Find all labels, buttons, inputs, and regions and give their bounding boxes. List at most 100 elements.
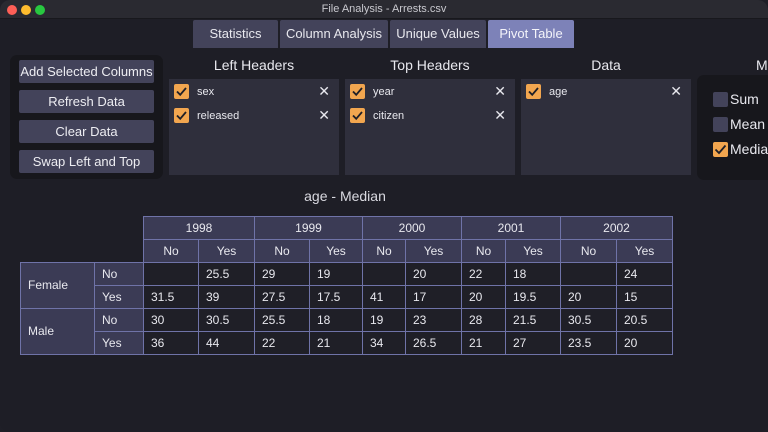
- option-label: Sum: [730, 91, 759, 107]
- pivot-cell: 18: [505, 262, 561, 286]
- minimize-window-button[interactable]: [21, 5, 31, 15]
- pivot-cell: 23.5: [560, 331, 617, 355]
- checkbox[interactable]: [713, 92, 728, 107]
- window-title: File Analysis - Arrests.csv: [321, 3, 447, 15]
- citizen-header: No: [143, 239, 199, 263]
- option-label: Media: [730, 141, 768, 157]
- remove-icon[interactable]: ✕: [494, 83, 506, 99]
- pivot-cell: 30: [143, 308, 199, 332]
- year-header: 2002: [560, 216, 673, 240]
- pivot-cell: 17.5: [309, 285, 363, 309]
- swap-left-top-button[interactable]: Swap Left and Top: [19, 150, 154, 173]
- top-headers-list: year ✕ citizen ✕: [345, 79, 515, 175]
- remove-icon[interactable]: ✕: [318, 83, 330, 99]
- pivot-cell: 17: [405, 285, 462, 309]
- pivot-cell: 22: [254, 331, 310, 355]
- pivot-cell: 22: [461, 262, 506, 286]
- citizen-header: No: [560, 239, 617, 263]
- pivot-cell: 20: [461, 285, 506, 309]
- pivot-cell: 20: [405, 262, 462, 286]
- left-header-item: released ✕: [174, 107, 334, 125]
- checkbox[interactable]: [526, 84, 541, 99]
- released-row-header: No: [94, 308, 144, 332]
- citizen-header: No: [254, 239, 310, 263]
- checkbox[interactable]: [174, 108, 189, 123]
- item-label: released: [197, 110, 240, 122]
- pivot-cell: 25.5: [254, 308, 310, 332]
- pivot-cell: 18: [309, 308, 363, 332]
- pivot-cell: 34: [362, 331, 406, 355]
- sex-row-header: Male: [20, 308, 95, 355]
- pivot-cell: 25.5: [198, 262, 255, 286]
- checkbox[interactable]: [350, 84, 365, 99]
- checkbox[interactable]: [713, 142, 728, 157]
- aggregation-option-median[interactable]: Media: [713, 141, 768, 159]
- remove-icon[interactable]: ✕: [670, 83, 682, 99]
- pivot-cell: 39: [198, 285, 255, 309]
- citizen-header: Yes: [309, 239, 363, 263]
- close-window-button[interactable]: [7, 5, 17, 15]
- left-header-item: sex ✕: [174, 83, 334, 101]
- released-row-header: Yes: [94, 331, 144, 355]
- year-header: 1999: [254, 216, 363, 240]
- aggregation-option-mean[interactable]: Mean: [713, 116, 768, 134]
- data-list: age ✕: [521, 79, 691, 175]
- tab-column-analysis[interactable]: Column Analysis: [280, 20, 388, 48]
- pivot-cell: 19: [309, 262, 363, 286]
- citizen-header: No: [461, 239, 506, 263]
- citizen-header: No: [362, 239, 406, 263]
- pivot-cell: [143, 262, 199, 286]
- pivot-cell: 15: [616, 285, 673, 309]
- top-header-item: citizen ✕: [350, 107, 510, 125]
- year-header: 2000: [362, 216, 462, 240]
- actions-panel: Add Selected Columns Refresh Data Clear …: [10, 55, 163, 179]
- released-row-header: No: [94, 262, 144, 286]
- citizen-header: Yes: [405, 239, 462, 263]
- tab-bar: Statistics Column Analysis Unique Values…: [193, 20, 576, 48]
- option-label: Mean: [730, 116, 766, 132]
- pivot-cell: 27.5: [254, 285, 310, 309]
- pivot-cell: 21.5: [505, 308, 561, 332]
- year-header: 2001: [461, 216, 561, 240]
- pivot-cell: 44: [198, 331, 255, 355]
- aggregation-option-sum[interactable]: Sum: [713, 91, 768, 109]
- pivot-cell: 20: [616, 331, 673, 355]
- pivot-cell: 19: [362, 308, 406, 332]
- pivot-cell: 41: [362, 285, 406, 309]
- pivot-cell: 31.5: [143, 285, 199, 309]
- pivot-cell: 21: [461, 331, 506, 355]
- citizen-header: Yes: [616, 239, 673, 263]
- aggregation-panel: Sum Mean Media: [697, 75, 768, 180]
- remove-icon[interactable]: ✕: [494, 107, 506, 123]
- pivot-cell: 27: [505, 331, 561, 355]
- tab-pivot-table[interactable]: Pivot Table: [488, 20, 574, 48]
- released-row-header: Yes: [94, 285, 144, 309]
- title-bar: File Analysis - Arrests.csv: [0, 0, 768, 19]
- tab-unique-values[interactable]: Unique Values: [390, 20, 486, 48]
- top-headers-title: Top Headers: [390, 57, 470, 73]
- pivot-cell: 29: [254, 262, 310, 286]
- clear-data-button[interactable]: Clear Data: [19, 120, 154, 143]
- tab-statistics[interactable]: Statistics: [193, 20, 278, 48]
- data-item: age ✕: [526, 83, 686, 101]
- checkbox[interactable]: [713, 117, 728, 132]
- pivot-cell: 30.5: [560, 308, 617, 332]
- checkbox[interactable]: [174, 84, 189, 99]
- top-header-item: year ✕: [350, 83, 510, 101]
- add-selected-columns-button[interactable]: Add Selected Columns: [19, 60, 154, 83]
- pivot-title: age - Median: [304, 188, 386, 204]
- pivot-cell: 20: [560, 285, 617, 309]
- citizen-header: Yes: [505, 239, 561, 263]
- year-header: 1998: [143, 216, 255, 240]
- pivot-cell: [362, 262, 406, 286]
- refresh-data-button[interactable]: Refresh Data: [19, 90, 154, 113]
- remove-icon[interactable]: ✕: [318, 107, 330, 123]
- pivot-cell: 20.5: [616, 308, 673, 332]
- pivot-cell: 30.5: [198, 308, 255, 332]
- left-headers-title: Left Headers: [213, 57, 295, 73]
- maximize-window-button[interactable]: [35, 5, 45, 15]
- checkbox[interactable]: [350, 108, 365, 123]
- item-label: age: [549, 86, 568, 98]
- aggregation-title: M: [756, 57, 768, 73]
